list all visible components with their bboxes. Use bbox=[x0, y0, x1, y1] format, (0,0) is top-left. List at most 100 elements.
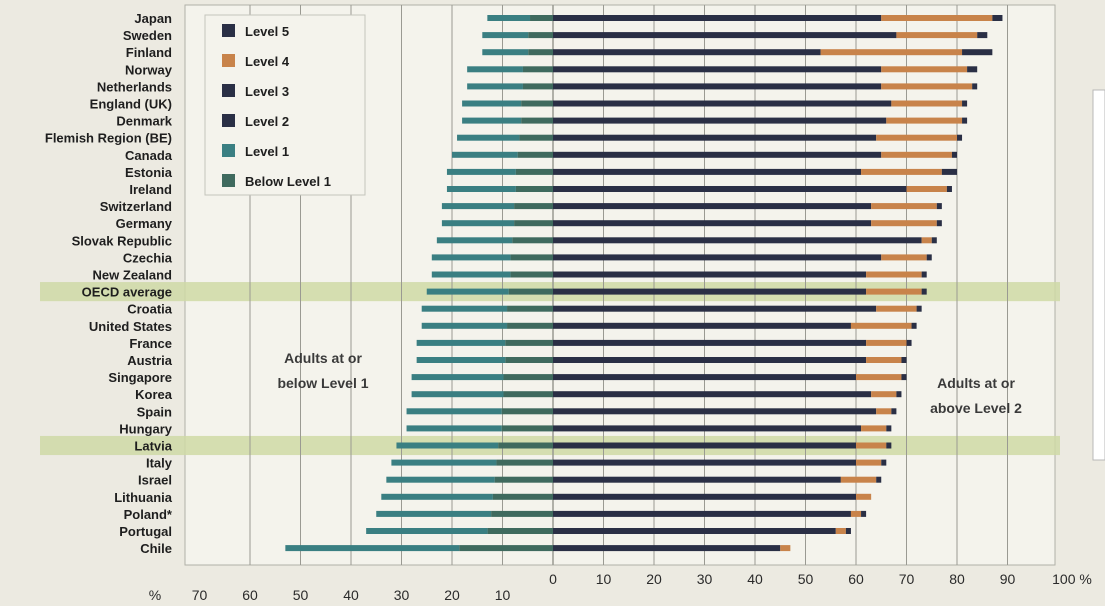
bar-level-4 bbox=[856, 459, 882, 466]
bar-level-1 bbox=[462, 100, 522, 107]
bar-below-level-1 bbox=[501, 408, 553, 415]
bar-below-level-1 bbox=[521, 100, 553, 107]
country-label: OECD average bbox=[82, 285, 172, 300]
bar-level-5 bbox=[946, 186, 952, 192]
x-tick-label: 70 bbox=[899, 571, 915, 587]
bar-level-2-3 bbox=[553, 271, 867, 278]
bar-level-5 bbox=[967, 66, 978, 73]
bar-level-2-3 bbox=[553, 168, 862, 175]
country-label: Croatia bbox=[127, 302, 173, 317]
bar-level-5 bbox=[845, 528, 851, 534]
bar-level-4 bbox=[876, 305, 917, 312]
x-tick-label: 80 bbox=[949, 571, 965, 587]
country-label: Korea bbox=[135, 387, 173, 402]
country-label: Hungary bbox=[119, 421, 173, 436]
bar-level-4 bbox=[871, 220, 937, 227]
country-label: Ireland bbox=[129, 182, 172, 197]
bar-level-2-3 bbox=[553, 476, 841, 483]
bar-below-level-1 bbox=[510, 271, 553, 278]
bar-level-5 bbox=[901, 357, 907, 363]
bar-level-4 bbox=[871, 203, 937, 210]
bar-level-1 bbox=[452, 151, 518, 158]
bar-level-5 bbox=[972, 83, 978, 90]
bar-level-2-3 bbox=[553, 100, 892, 107]
bar-level-1 bbox=[482, 32, 529, 39]
bar-level-2-3 bbox=[553, 49, 821, 56]
bar-below-level-1 bbox=[528, 49, 553, 56]
bar-level-1 bbox=[441, 220, 515, 227]
legend-swatch bbox=[222, 84, 235, 97]
bar-below-level-1 bbox=[522, 66, 553, 73]
bar-level-4 bbox=[866, 271, 922, 278]
bar-level-1 bbox=[467, 66, 523, 73]
bar-level-2-3 bbox=[553, 459, 856, 466]
bar-level-4 bbox=[881, 83, 973, 90]
bar-below-level-1 bbox=[521, 117, 553, 124]
bar-below-level-1 bbox=[514, 220, 553, 227]
bar-level-5 bbox=[951, 151, 957, 158]
annotation-right-line-2: above Level 2 bbox=[930, 400, 1022, 416]
x-tick-label: 20 bbox=[444, 587, 460, 603]
bar-level-5 bbox=[876, 476, 882, 483]
bar-level-1 bbox=[426, 288, 509, 295]
bar-level-4 bbox=[881, 151, 952, 158]
bar-level-5 bbox=[906, 339, 912, 346]
bar-layer bbox=[285, 15, 1003, 552]
bar-level-2-3 bbox=[553, 425, 862, 432]
bar-level-4 bbox=[866, 339, 907, 346]
annotation-right-line-1: Adults at or bbox=[937, 375, 1015, 391]
bar-level-4 bbox=[891, 100, 963, 107]
bar-below-level-1 bbox=[501, 425, 553, 432]
country-label: Poland* bbox=[124, 507, 173, 522]
bar-level-1 bbox=[406, 408, 502, 415]
bar-level-4 bbox=[820, 49, 963, 56]
annotation-left: Adults at or below Level 1 bbox=[277, 350, 368, 391]
bar-level-1 bbox=[431, 254, 511, 261]
bar-level-4 bbox=[876, 408, 892, 415]
bar-level-2-3 bbox=[553, 134, 877, 141]
bar-level-1 bbox=[436, 237, 513, 244]
bar-level-1 bbox=[285, 545, 460, 552]
bar-level-4 bbox=[876, 134, 957, 141]
country-label: Denmark bbox=[116, 114, 172, 129]
bar-level-4 bbox=[881, 254, 927, 261]
device-edge bbox=[1092, 89, 1105, 461]
axis-layer: 70 60 50 40 30 20 10 0 10 20 30 40 50 60 70 80 90 100 % bbox=[192, 571, 1092, 603]
x-tick-label: 60 bbox=[242, 587, 258, 603]
bar-level-1 bbox=[416, 339, 506, 346]
bar-level-5 bbox=[916, 305, 922, 312]
label-layer: Japan Sweden Finland Norway Netherlands Engla… bbox=[45, 11, 173, 556]
country-label: Flemish Region (BE) bbox=[45, 131, 172, 146]
country-label: New Zealand bbox=[93, 268, 173, 283]
bar-level-5 bbox=[992, 15, 1003, 21]
bar-below-level-1 bbox=[515, 168, 553, 175]
legend-swatch bbox=[222, 144, 235, 157]
bar-level-5 bbox=[891, 408, 897, 415]
bar-below-level-1 bbox=[503, 374, 553, 381]
bar-level-1 bbox=[391, 459, 497, 466]
bar-level-1 bbox=[487, 15, 531, 21]
bar-level-5 bbox=[941, 168, 957, 175]
bar-level-1 bbox=[431, 271, 511, 278]
bar-level-1 bbox=[376, 510, 492, 517]
bar-level-1 bbox=[482, 49, 529, 56]
bar-level-1 bbox=[441, 203, 515, 210]
bar-below-level-1 bbox=[519, 134, 553, 141]
bar-level-2-3 bbox=[553, 374, 856, 381]
country-label: Canada bbox=[125, 148, 173, 163]
bar-level-5 bbox=[911, 322, 917, 329]
x-tick-label: 60 bbox=[848, 571, 864, 587]
bar-level-1 bbox=[421, 322, 508, 329]
country-label: Austria bbox=[127, 353, 173, 368]
bar-level-2-3 bbox=[553, 528, 836, 534]
bar-level-4 bbox=[921, 237, 932, 244]
annotation-left-line-2: below Level 1 bbox=[277, 375, 368, 391]
bar-level-2-3 bbox=[553, 322, 851, 329]
bar-level-5 bbox=[901, 374, 907, 381]
bar-level-5 bbox=[881, 459, 887, 466]
bar-level-4 bbox=[856, 374, 902, 381]
bar-level-2-3 bbox=[553, 408, 877, 415]
bar-level-4 bbox=[861, 168, 942, 175]
country-label: Israel bbox=[138, 473, 172, 488]
